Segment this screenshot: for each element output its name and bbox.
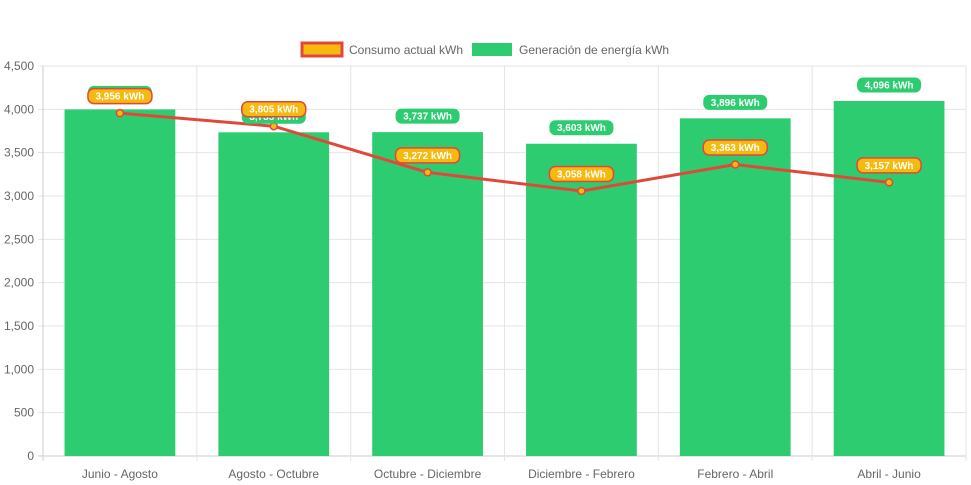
bar-generacion[interactable] <box>218 132 330 457</box>
point-consumo[interactable] <box>577 186 586 196</box>
line-group <box>115 108 894 196</box>
line-data-label-bg <box>702 139 768 156</box>
y-tick-label: 4,500 <box>4 59 34 73</box>
y-tick-label: 500 <box>14 406 34 420</box>
x-tick-label: Febrero - Abril <box>697 467 773 481</box>
x-tick-label: Agosto - Octubre <box>228 467 319 481</box>
line-data-label-bg <box>87 87 153 105</box>
line-data-label-bg <box>856 157 922 174</box>
bar-data-label-text: 4,096 kWh <box>865 81 914 92</box>
axes: 0 500 1,000 1,500 2,000 2,500 3,000 3,500 4,000 4… <box>4 59 921 481</box>
y-tick-label: 1,500 <box>4 319 34 333</box>
bar-data-label-text: 3,737 kWh <box>403 112 452 123</box>
line-data-label: 3,157 kWh <box>856 157 922 174</box>
legend-swatch-generacion[interactable] <box>472 43 512 56</box>
legend-label-generacion[interactable]: Generación de energía kWh <box>519 43 669 57</box>
bar-data-label: 3,603 kWh <box>549 120 614 136</box>
bar-data-label: 3,896 kWh <box>703 94 768 110</box>
point-consumo[interactable] <box>731 160 740 169</box>
line-data-label: 3,363 kWh <box>702 139 768 156</box>
line-data-label-bg <box>394 147 461 164</box>
grid <box>38 65 967 461</box>
line-data-label: 3,805 kWh <box>241 100 307 118</box>
bar-data-label-bg <box>703 94 768 110</box>
bar-generacion[interactable] <box>526 143 637 457</box>
bar-generacion[interactable] <box>833 101 945 456</box>
y-tick-label: 2,000 <box>4 276 34 290</box>
line-data-label-text: 3,956 kWh <box>95 92 144 103</box>
bar-data-label-bg <box>395 108 460 124</box>
line-data-label-bg <box>548 165 615 183</box>
line-data-label: 3,272 kWh <box>394 147 461 164</box>
line-data-label-text: 3,157 kWh <box>865 161 914 172</box>
line-data-label-text: 3,058 kWh <box>557 169 606 180</box>
bar-data-label-bg <box>857 77 922 93</box>
legend-item-consumo[interactable]: Consumo actual kWh <box>300 41 463 58</box>
point-consumo[interactable] <box>115 108 125 118</box>
x-tick-label: Octubre - Diciembre <box>374 467 482 481</box>
y-tick-label: 3,500 <box>4 146 34 160</box>
line-data-label-text: 3,272 kWh <box>403 151 452 162</box>
line-data-label-text: 3,363 kWh <box>711 143 760 154</box>
legend-swatch-consumo[interactable] <box>300 41 344 58</box>
point-consumo[interactable] <box>423 168 432 177</box>
bar-data-label-text: 3,896 kWh <box>711 98 760 109</box>
x-tick-label: Diciembre - Febrero <box>528 467 635 481</box>
legend[interactable]: Consumo actual kWh Generación de energía… <box>300 41 669 58</box>
bar-data-label-bg <box>549 120 614 136</box>
bar-data-label: 3,737 kWh <box>395 108 460 124</box>
y-tick-label: 1,000 <box>4 362 34 376</box>
y-tick-label: 0 <box>27 449 34 463</box>
bars-group <box>64 101 945 457</box>
bar-generacion[interactable] <box>64 109 176 457</box>
x-tick-label: Abril - Junio <box>857 467 921 481</box>
y-tick-label: 2,500 <box>4 232 34 246</box>
bar-generacion[interactable] <box>679 118 791 456</box>
y-tick-label: 4,000 <box>4 102 34 116</box>
x-tick-label: Junio - Agosto <box>82 467 158 481</box>
bar-data-label: 4,096 kWh <box>857 77 922 93</box>
line-data-label-bg <box>241 100 307 118</box>
point-consumo[interactable] <box>884 178 894 187</box>
y-tick-label: 3,000 <box>4 189 34 203</box>
bar-data-label-text: 3,603 kWh <box>557 123 606 134</box>
legend-label-consumo[interactable]: Consumo actual kWh <box>349 43 463 57</box>
legend-item-generacion[interactable]: Generación de energía kWh <box>472 43 669 57</box>
line-consumo <box>119 111 890 193</box>
line-data-label: 3,058 kWh <box>548 165 615 183</box>
bar-generacion[interactable] <box>372 132 483 457</box>
line-data-label-text: 3,805 kWh <box>249 105 298 116</box>
line-data-label: 3,956 kWh <box>87 87 153 105</box>
